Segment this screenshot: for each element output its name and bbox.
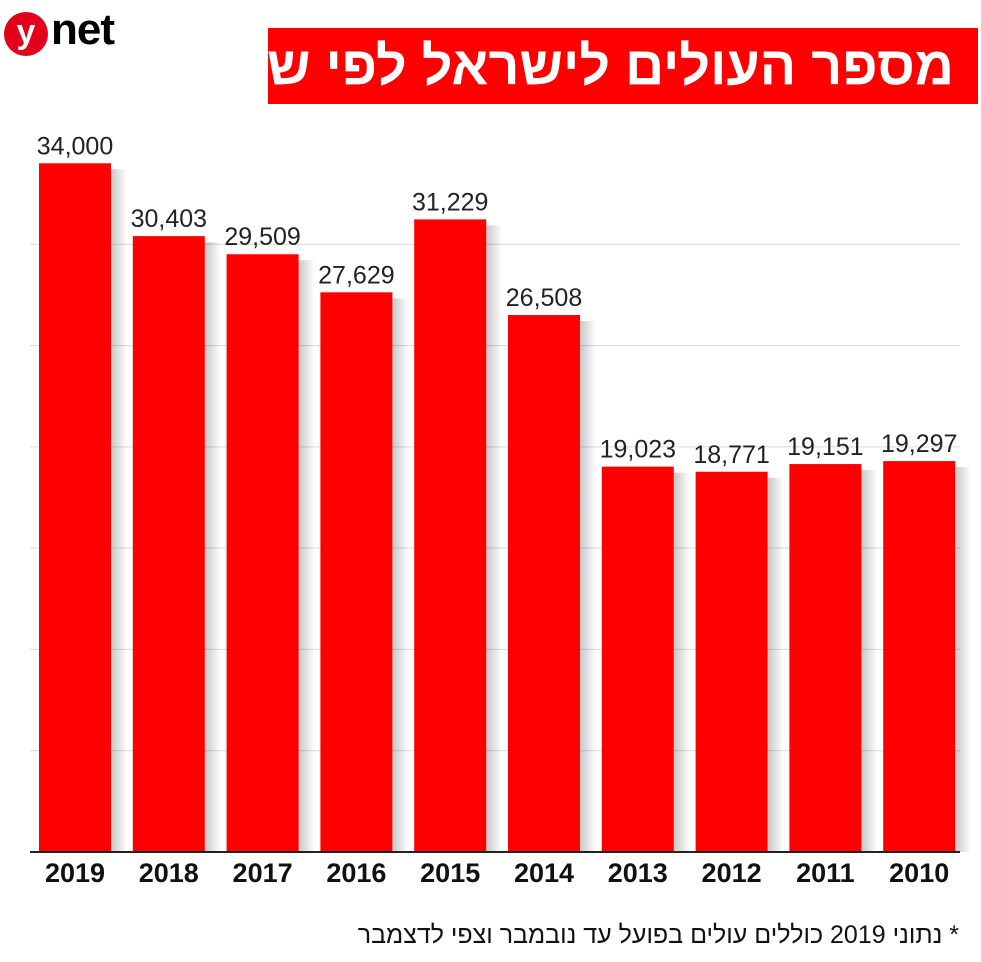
- x-tick-label: 2017: [233, 858, 293, 888]
- x-tick-label: 2016: [326, 858, 386, 888]
- logo-mark: y: [16, 13, 36, 51]
- value-label: 26,508: [506, 284, 582, 312]
- bar-shadow: [673, 472, 690, 852]
- value-label: 27,629: [318, 261, 394, 289]
- bars: [39, 163, 956, 853]
- bar-chart: 34,000 30,403 29,509 27,629 31,229 26,508 19,0…: [30, 132, 972, 888]
- bar-shadow: [298, 260, 315, 853]
- logo-text: net: [51, 5, 115, 54]
- bar-shadow: [111, 169, 127, 852]
- bar: [789, 464, 862, 852]
- value-label: 18,771: [693, 441, 769, 469]
- footnote: * נתוני 2019 כוללים עולים בפועל עד נובמב…: [357, 921, 959, 949]
- logo-circle: [4, 12, 48, 56]
- ynet-logo: y net: [4, 4, 134, 56]
- x-tick-label: 2015: [420, 858, 480, 888]
- value-label: 30,403: [131, 205, 207, 233]
- bar-shadow: [955, 467, 972, 852]
- bar-shadow: [861, 470, 878, 852]
- x-tick-label: 2019: [45, 858, 105, 888]
- x-tick-label: 2018: [139, 858, 199, 888]
- bar: [414, 219, 487, 853]
- x-tick-label: 2014: [514, 858, 574, 888]
- x-tick-label: 2011: [796, 858, 855, 888]
- bar: [508, 315, 580, 852]
- value-label: 31,229: [412, 188, 488, 216]
- value-label: 19,023: [600, 436, 676, 464]
- bar: [39, 163, 111, 852]
- bar-shadow: [486, 225, 503, 853]
- bar: [695, 471, 768, 852]
- bar-shadow: [580, 321, 596, 852]
- x-tick-label: 2012: [702, 858, 762, 888]
- bar: [132, 236, 205, 853]
- chart-title: מספר העולים לישראל לפי שנים: [189, 36, 954, 96]
- value-label: 19,151: [787, 433, 863, 461]
- bar-shadows: [111, 169, 972, 853]
- x-tick-label: 2013: [608, 858, 668, 888]
- x-tick-label: 2010: [889, 858, 949, 888]
- value-label: 34,000: [37, 132, 113, 160]
- value-label: 29,509: [224, 223, 300, 251]
- bar: [601, 466, 674, 852]
- bar-shadow: [204, 242, 221, 853]
- value-label: 19,297: [881, 430, 957, 458]
- chart-title-banner: מספר העולים לישראל לפי שנים: [190, 28, 978, 104]
- bar-shadow: [392, 298, 409, 852]
- bar: [226, 254, 299, 853]
- bar: [320, 292, 393, 852]
- value-labels: 34,000 30,403 29,509 27,629 31,229 26,508 19,0…: [37, 132, 958, 468]
- x-tick-labels: 2019 2018 2017 2016 2015 2014 2013 2012 2011 2010: [45, 858, 949, 888]
- bar-shadow: [767, 477, 784, 852]
- bar: [883, 461, 956, 852]
